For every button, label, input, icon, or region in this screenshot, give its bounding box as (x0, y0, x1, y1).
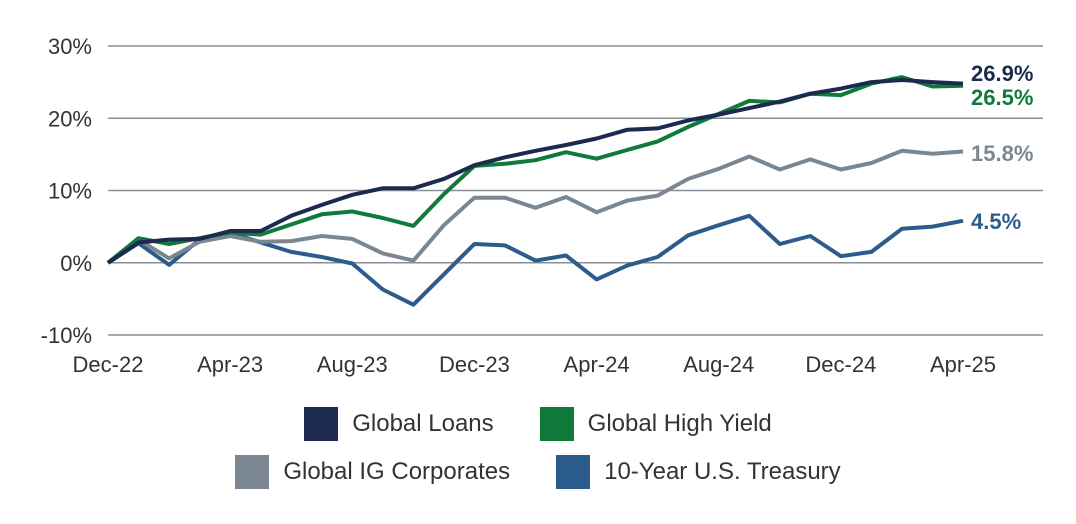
end-label-global-high-yield: 26.5% (971, 85, 1033, 110)
y-tick-label: -10% (41, 323, 92, 348)
series-line-global-loans (106, 78, 964, 265)
y-tick-label: 30% (48, 34, 92, 59)
legend-label-global-ig-corporates: Global IG Corporates (283, 458, 511, 485)
y-tick-label: 20% (48, 106, 92, 131)
x-tick-label: Dec-24 (805, 352, 876, 377)
legend-swatch-global-loans (304, 407, 339, 441)
end-label-10-year-u-s-treasury: 4.5% (971, 209, 1021, 234)
end-labels: 26.9%26.5% 15.8% 4.5% (971, 61, 1033, 234)
legend-item-10-year-treasury: 10-Year U.S. Treasury (556, 455, 841, 489)
x-tick-label: Dec-23 (439, 352, 510, 377)
legend-label-10-year-treasury: 10-Year U.S. Treasury (604, 458, 841, 485)
x-tick-label: Apr-25 (930, 352, 996, 377)
legend-row-1: Global Loans Global High Yield (0, 400, 1076, 448)
y-tick-label: 10% (48, 179, 92, 204)
x-tick-label: Aug-23 (317, 352, 388, 377)
legend-item-global-high-yield: Global High Yield (539, 407, 772, 441)
legend-item-global-loans: Global Loans (304, 407, 494, 441)
x-axis-ticks: Dec-22 Apr-23 Aug-23 Dec-23 Apr-24 Aug-24 Dec-… (73, 352, 996, 377)
line-chart: 30% 20% 10% 0% -10% Dec-22 Apr-23 Aug-23 Dec-23… (41, 34, 1043, 377)
legend-swatch-global-high-yield (539, 407, 574, 441)
legend: Global Loans Global High Yield Global IG… (0, 400, 1076, 496)
legend-row-2: Global IG Corporates 10-Year U.S. Treasu… (0, 448, 1076, 496)
end-label-global-ig-corporates: 15.8% (971, 141, 1033, 166)
legend-label-global-loans: Global Loans (352, 410, 494, 437)
legend-item-global-ig-corporates: Global IG Corporates (235, 455, 510, 489)
x-tick-label: Apr-23 (197, 352, 263, 377)
x-tick-label: Dec-22 (73, 352, 144, 377)
end-label-global-loans: 26.9% (971, 61, 1033, 86)
x-tick-label: Aug-24 (683, 352, 754, 377)
y-axis-ticks: 30% 20% 10% 0% -10% (41, 34, 92, 348)
legend-swatch-global-ig-corporates (235, 455, 270, 489)
y-tick-label: 0% (60, 251, 92, 276)
series-line-global-ig-corporates (106, 148, 964, 265)
legend-label-global-high-yield: Global High Yield (587, 410, 772, 437)
gridlines (108, 45, 1043, 336)
x-tick-label: Apr-24 (564, 352, 630, 377)
series-lines (106, 75, 964, 307)
legend-swatch-10-year-treasury (556, 455, 591, 489)
series-line-global-high-yield (106, 75, 964, 265)
